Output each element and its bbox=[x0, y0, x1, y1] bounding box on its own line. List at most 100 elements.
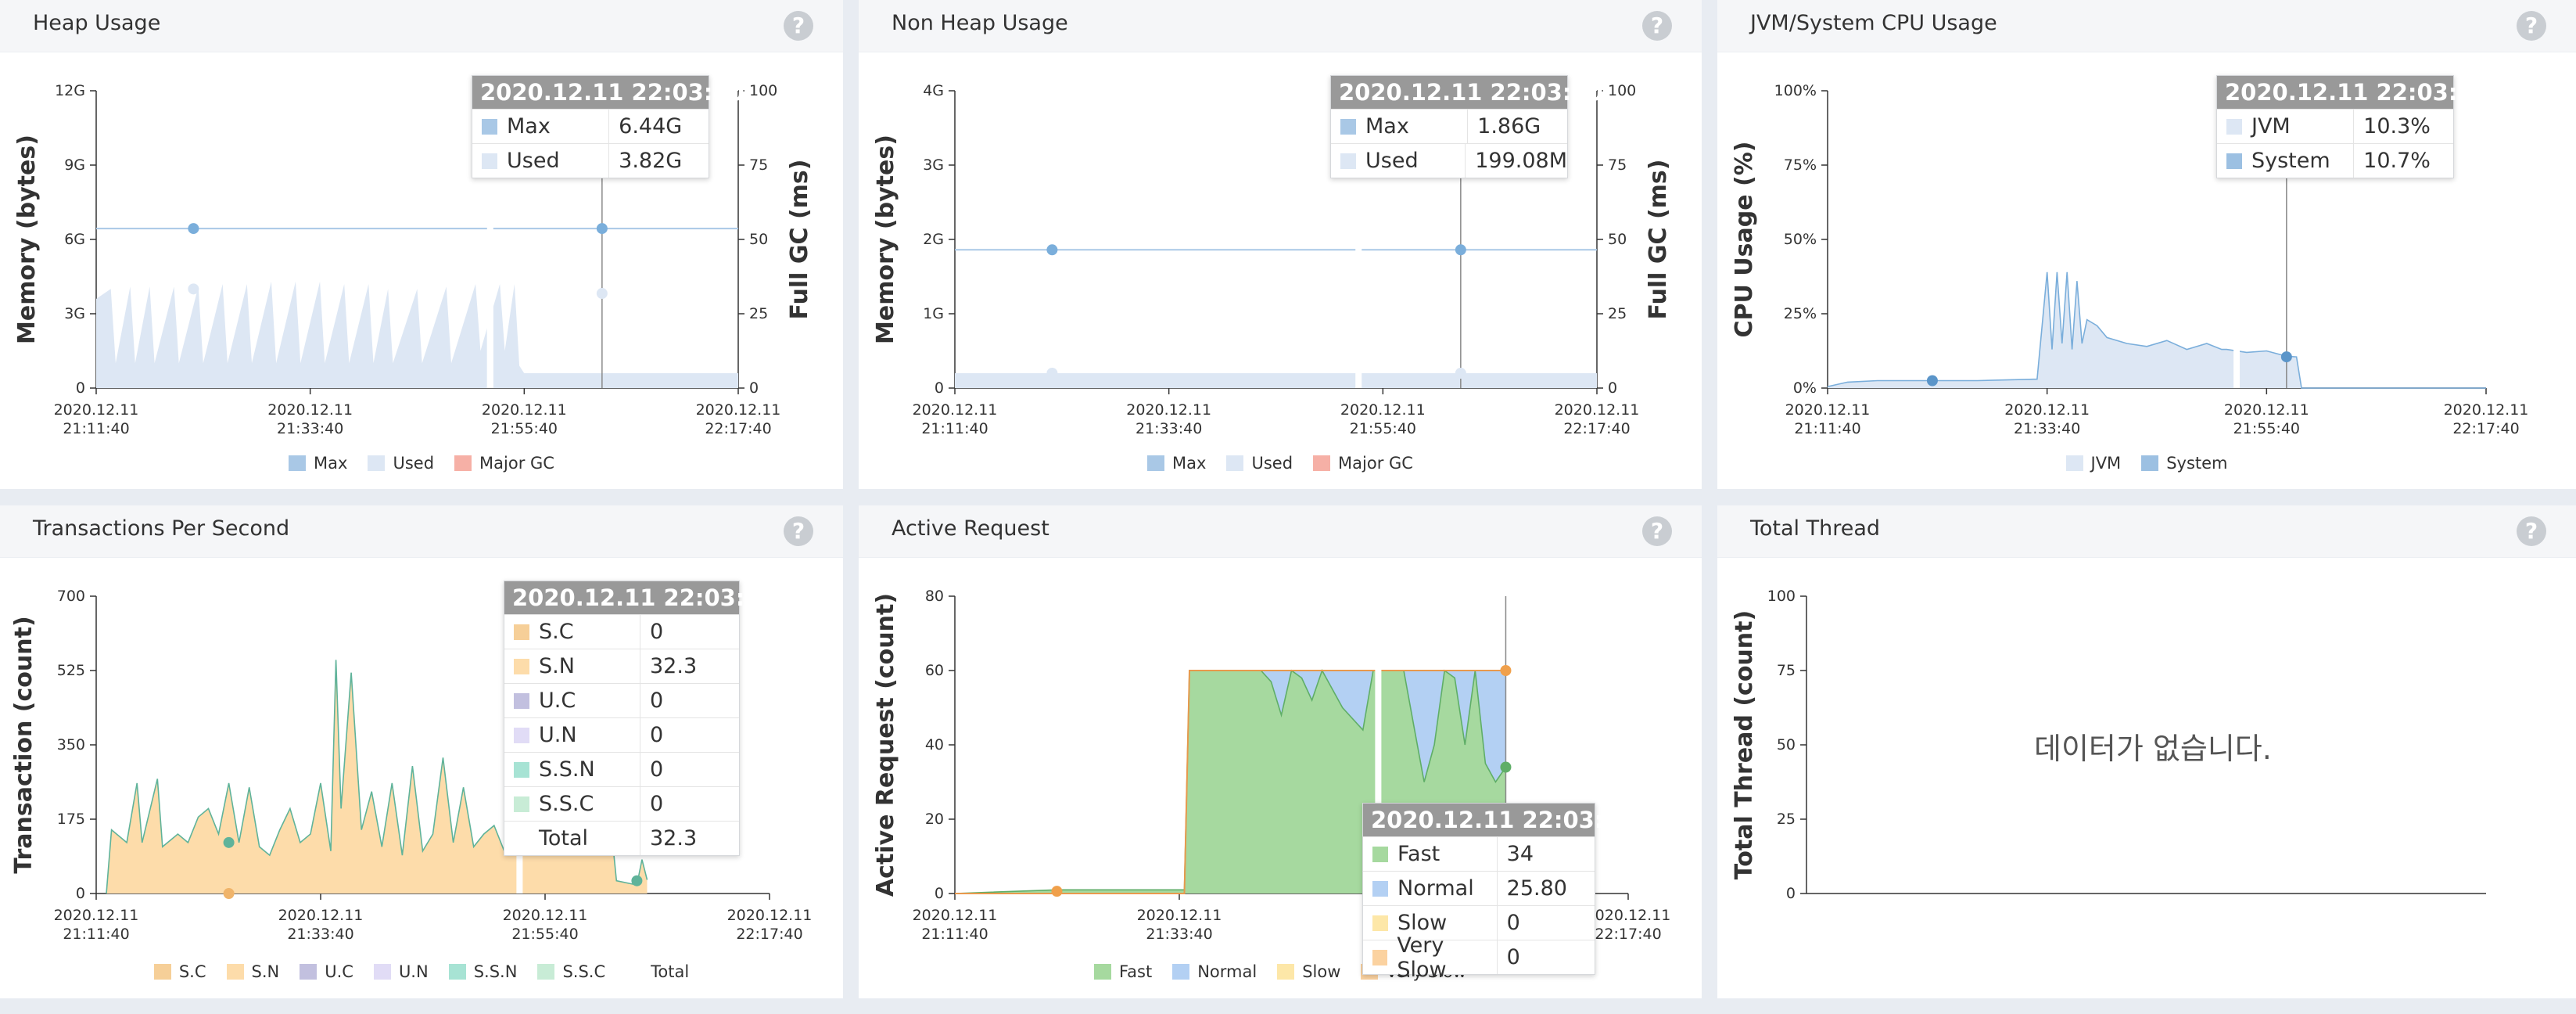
legend-item[interactable]: Major GC bbox=[1313, 454, 1413, 473]
x-tick-label: 2020.12.11 bbox=[1340, 401, 1426, 419]
tooltip-key: S.S.C bbox=[504, 787, 640, 821]
tooltip-swatch bbox=[514, 658, 529, 674]
x-tick-label: 2020.12.11 bbox=[2004, 401, 2090, 419]
legend-item[interactable]: Total bbox=[626, 962, 689, 981]
y-tick-label: 350 bbox=[57, 736, 85, 753]
tooltip-swatch bbox=[1340, 118, 1356, 135]
tooltip-row: Slow 0 bbox=[1363, 905, 1595, 940]
help-icon[interactable]: ? bbox=[784, 11, 813, 41]
tooltip-value: 10.3% bbox=[2363, 114, 2431, 138]
tooltip-row: U.C 0 bbox=[504, 683, 739, 717]
y2-axis-title: Full GC (ms) bbox=[786, 160, 813, 320]
x-tick-label: 22:17:40 bbox=[1595, 926, 1661, 943]
help-icon[interactable]: ? bbox=[1642, 11, 1672, 41]
tooltip-key: S.C bbox=[504, 615, 640, 649]
y-tick-label: 0% bbox=[1793, 379, 1817, 397]
tooltip-key: Used bbox=[472, 144, 610, 178]
y-tick-label: 50% bbox=[1784, 231, 1817, 248]
tooltip-label: Used bbox=[1365, 149, 1419, 173]
legend-item[interactable]: Slow bbox=[1277, 962, 1340, 981]
cpu-line bbox=[1827, 271, 2486, 389]
tooltip-swatch bbox=[514, 624, 529, 640]
legend-item[interactable]: U.N bbox=[373, 962, 429, 981]
tooltip-label: Very Slow bbox=[1397, 933, 1447, 982]
tooltip-row: Normal 25.80 bbox=[1363, 871, 1595, 905]
tooltip-swatch bbox=[1372, 949, 1388, 965]
help-icon[interactable]: ? bbox=[1642, 516, 1672, 546]
tooltip-label: Max bbox=[1365, 114, 1409, 138]
y2-tick-label: 50 bbox=[749, 231, 768, 248]
panel-title: Active Request bbox=[892, 516, 1049, 541]
tooltip-label: Normal bbox=[1397, 876, 1474, 901]
y-tick-label: 100% bbox=[1774, 82, 1817, 99]
tooltip-swatch bbox=[1372, 915, 1388, 931]
legend-swatch bbox=[300, 964, 318, 980]
help-icon[interactable]: ? bbox=[2517, 516, 2546, 546]
tooltip-key: System bbox=[2217, 144, 2355, 178]
tooltip-label: U.C bbox=[539, 689, 576, 713]
tooltip-value: 32.3 bbox=[650, 826, 698, 850]
tooltip-key: U.N bbox=[504, 718, 640, 752]
active-point bbox=[1051, 886, 1063, 897]
panel-header: Transactions Per Second ? bbox=[0, 505, 843, 558]
x-tick-label: 21:55:40 bbox=[511, 926, 578, 943]
legend-item[interactable]: Used bbox=[368, 454, 434, 473]
help-icon[interactable]: ? bbox=[784, 516, 813, 546]
legend-item[interactable]: S.S.N bbox=[448, 962, 517, 981]
legend-swatch bbox=[289, 455, 307, 471]
tooltip-label: S.C bbox=[539, 620, 574, 644]
legend-swatch bbox=[373, 964, 391, 980]
y-tick-label: 6G bbox=[64, 231, 85, 248]
panel-title: Heap Usage bbox=[33, 11, 161, 35]
legend-item[interactable]: S.N bbox=[226, 962, 280, 981]
legend-item[interactable]: Max bbox=[289, 454, 347, 473]
y-tick-label: 9G bbox=[64, 156, 85, 174]
tooltip-row: Total 32.3 bbox=[504, 821, 739, 855]
legend-item[interactable]: Major GC bbox=[454, 454, 554, 473]
y-tick-label: 175 bbox=[57, 811, 85, 828]
legend-item[interactable]: Normal bbox=[1172, 962, 1257, 981]
x-tick-label: 21:11:40 bbox=[921, 420, 988, 437]
used-area bbox=[955, 373, 1597, 388]
x-tick-label: 21:33:40 bbox=[1146, 926, 1212, 943]
y-axis-title: Memory (bytes) bbox=[872, 135, 899, 344]
legend-item[interactable]: S.S.C bbox=[537, 962, 605, 981]
legend-swatch bbox=[1094, 964, 1111, 980]
panel-header: Heap Usage ? bbox=[0, 0, 843, 52]
legend-swatch bbox=[454, 455, 472, 471]
tooltip-row: S.C 0 bbox=[504, 614, 739, 649]
y2-tick-label: 100 bbox=[1608, 82, 1636, 99]
tooltip-value: 199.08M bbox=[1475, 149, 1567, 173]
tooltip-key: Used bbox=[1331, 144, 1466, 178]
tooltip-label: System bbox=[2251, 149, 2330, 173]
legend-item[interactable]: System bbox=[2141, 454, 2228, 473]
legend-item[interactable]: Used bbox=[1226, 454, 1293, 473]
legend-swatch bbox=[1172, 964, 1190, 980]
active-point bbox=[1500, 761, 1512, 773]
legend-item[interactable]: S.C bbox=[153, 962, 206, 981]
tooltip-row: S.S.N 0 bbox=[504, 752, 739, 786]
legend-label: Major GC bbox=[1338, 454, 1413, 473]
tooltip-value: 10.7% bbox=[2363, 149, 2431, 173]
tooltip-swatch bbox=[514, 796, 529, 812]
y2-tick-label: 0 bbox=[1608, 379, 1617, 397]
legend-label: S.N bbox=[251, 962, 280, 981]
tooltip-key: Slow bbox=[1363, 906, 1498, 940]
tooltip-label: Slow bbox=[1397, 911, 1448, 935]
legend-item[interactable]: Max bbox=[1147, 454, 1206, 473]
help-icon[interactable]: ? bbox=[2517, 11, 2546, 41]
max-point bbox=[1455, 244, 1466, 256]
legend-swatch bbox=[626, 964, 643, 980]
tooltip-value: 34 bbox=[1506, 842, 1534, 866]
x-tick-label: 2020.12.11 bbox=[1785, 401, 1871, 419]
tooltip-row: U.N 0 bbox=[504, 717, 739, 752]
x-tick-label: 21:11:40 bbox=[1794, 420, 1860, 437]
tps-panel: Transactions Per Second ? 700 525 350 175 0 T… bbox=[0, 505, 843, 998]
legend-item[interactable]: U.C bbox=[300, 962, 353, 981]
x-tick-label: 21:11:40 bbox=[921, 926, 988, 943]
tooltip-value: 0 bbox=[650, 757, 664, 782]
legend-label: Max bbox=[314, 454, 348, 473]
legend-item[interactable]: JVM bbox=[2065, 454, 2121, 473]
legend-item[interactable]: Fast bbox=[1094, 962, 1152, 981]
empty-message: 데이터가 없습니다. bbox=[2034, 732, 2272, 766]
